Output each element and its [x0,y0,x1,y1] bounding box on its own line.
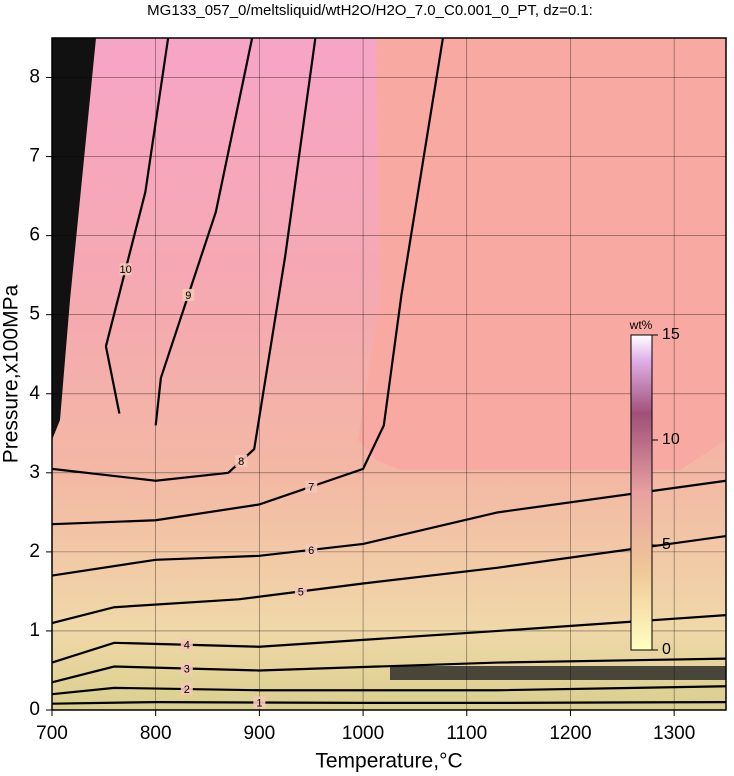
y-axis-label: Pressure,x100MPa [0,284,23,463]
contour-label: 1 [256,697,262,709]
colorbar-tick-label: 10 [662,431,680,448]
contour-label: 9 [185,290,191,302]
x-tick-label: 1300 [653,723,695,744]
contour-label-bg [305,480,318,493]
contour-label-bg [294,585,307,598]
contour-label: 4 [184,640,190,652]
x-tick-label: 900 [244,723,276,744]
x-tick-label: 700 [36,723,68,744]
x-tick-label: 1000 [342,723,384,744]
contour-label-bg [235,454,248,467]
y-tick-label: 7 [29,146,40,167]
dark-band [390,666,726,680]
contour-label: 2 [184,684,190,696]
dark-region [52,38,96,440]
y-tick-label: 3 [29,462,40,483]
colorbar-tick-label: 5 [662,536,671,553]
chart-title: MG133_057_0/meltsliquid/wtH2O/H2O_7.0_C0… [147,2,593,19]
contour-label-bg [180,683,193,696]
contour-label: 8 [238,456,244,468]
contour-label: 7 [308,482,314,494]
contour-label-bg [180,662,193,675]
y-tick-label: 2 [29,541,40,562]
contour-label: 10 [119,264,131,276]
x-tick-label: 1100 [446,723,487,744]
colorbar [630,334,653,651]
x-axis-label: Temperature,°C [315,750,462,773]
contour-line [51,685,727,696]
contour-label: 6 [308,545,314,557]
colorbar-tick-label: 0 [662,641,671,658]
colorbar-tick-label: 15 [662,326,680,343]
contour-line [51,700,727,705]
y-tick-label: 4 [29,383,40,404]
pink-region [358,38,726,470]
y-tick-label: 1 [29,620,40,641]
contour-line [51,37,445,526]
contour-label: 5 [298,586,304,598]
contour-label: 3 [184,663,190,675]
y-tick-label: 6 [29,225,40,246]
x-tick-label: 1200 [549,723,591,744]
contour-line [51,657,727,684]
contour-label-bg [182,288,195,301]
contour-label-bg [305,543,318,556]
contour-label-bg [119,263,132,276]
contour-label-bg [180,638,193,651]
plot-frame [51,37,727,711]
colorbar-label: wt% [629,318,653,332]
x-tick-label: 800 [140,723,172,744]
contour-label-bg [253,696,266,709]
contour-line [51,614,727,664]
y-tick-label: 5 [29,304,40,325]
y-tick-label: 8 [29,67,40,88]
y-tick-label: 0 [29,699,40,720]
